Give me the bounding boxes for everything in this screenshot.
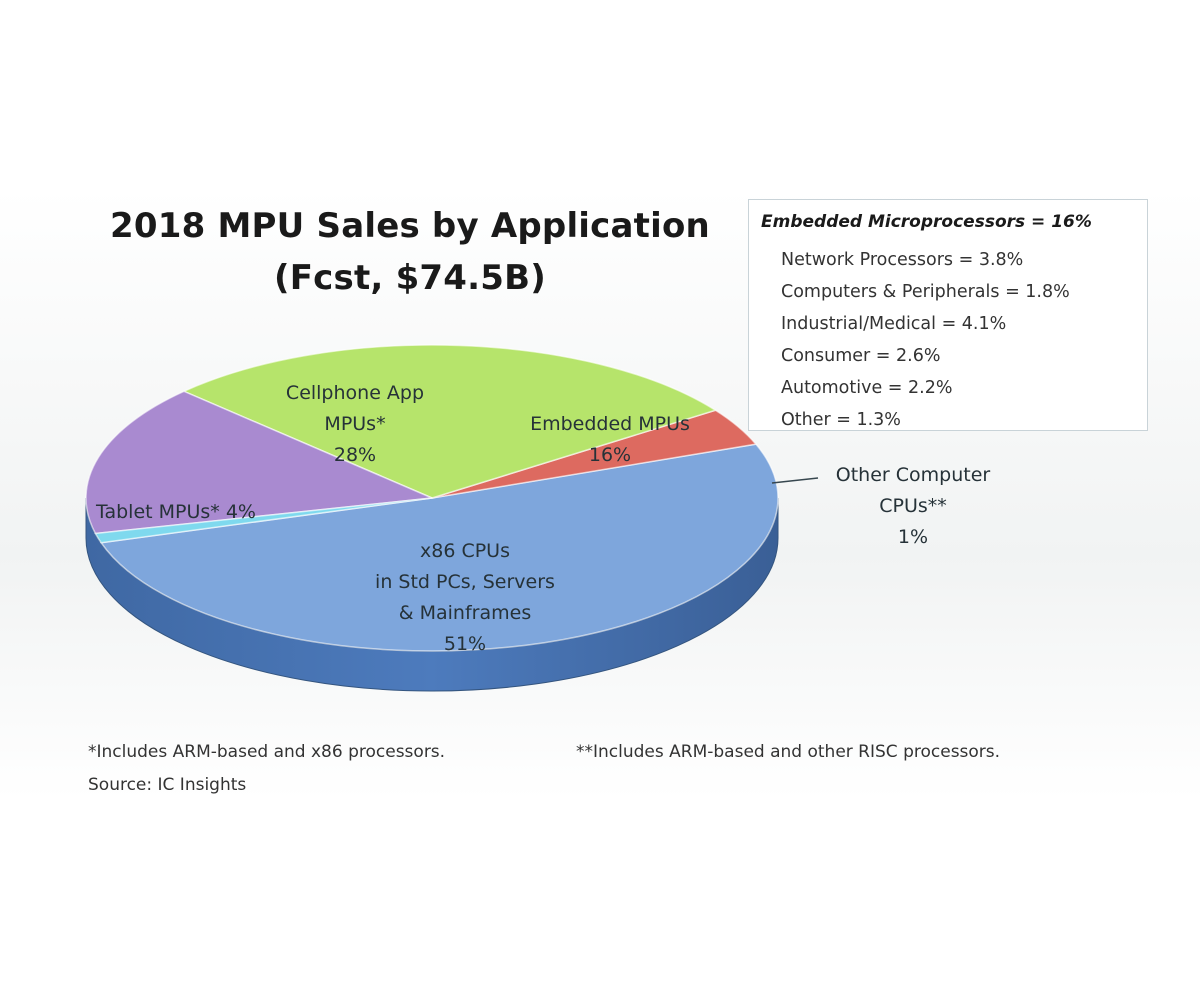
slice-label-line: Cellphone App xyxy=(255,378,455,409)
slice-value-label: 1% xyxy=(808,522,1018,553)
slice-label-line: Tablet MPUs* 4% xyxy=(96,497,306,528)
chart-title: 2018 MPU Sales by Application xyxy=(90,206,730,246)
list-item: Consumer = 2.6% xyxy=(781,340,1070,372)
embedded-breakdown-box: Embedded Microprocessors = 16% Network P… xyxy=(748,199,1148,431)
slice-label-line: in Std PCs, Servers xyxy=(335,567,595,598)
slice-label-cellphone: Cellphone App MPUs* 28% xyxy=(255,378,455,471)
slice-label-line: x86 CPUs xyxy=(335,536,595,567)
slice-label-other-computer: Other Computer CPUs** 1% xyxy=(808,460,1018,553)
source-note: Source: IC Insights xyxy=(88,775,246,795)
slice-label-embedded: Embedded MPUs 16% xyxy=(495,409,725,471)
footnote-arm-x86: *Includes ARM-based and x86 processors. xyxy=(88,742,445,762)
embedded-breakdown-title: Embedded Microprocessors = 16% xyxy=(761,212,1146,232)
chart-subtitle: (Fcst, $74.5B) xyxy=(90,258,730,298)
list-item: Computers & Peripherals = 1.8% xyxy=(781,276,1070,308)
slice-label-line: Other Computer xyxy=(808,460,1018,491)
list-item: Network Processors = 3.8% xyxy=(781,244,1070,276)
slice-label-line: MPUs* xyxy=(255,409,455,440)
slice-label-line: CPUs** xyxy=(808,491,1018,522)
footnote-arm-risc: **Includes ARM-based and other RISC proc… xyxy=(576,742,1000,762)
slice-label-line: & Mainframes xyxy=(335,598,595,629)
list-item: Other = 1.3% xyxy=(781,404,1070,436)
slice-value-label: 16% xyxy=(495,440,725,471)
embedded-breakdown-list: Network Processors = 3.8% Computers & Pe… xyxy=(781,244,1070,436)
slice-label-line: Embedded MPUs xyxy=(495,409,725,440)
list-item: Industrial/Medical = 4.1% xyxy=(781,308,1070,340)
slice-value-label: 28% xyxy=(255,440,455,471)
slice-label-x86: x86 CPUs in Std PCs, Servers & Mainframe… xyxy=(335,536,595,660)
slice-value-label: 51% xyxy=(335,629,595,660)
slice-label-tablet: Tablet MPUs* 4% xyxy=(96,497,306,528)
list-item: Automotive = 2.2% xyxy=(781,372,1070,404)
